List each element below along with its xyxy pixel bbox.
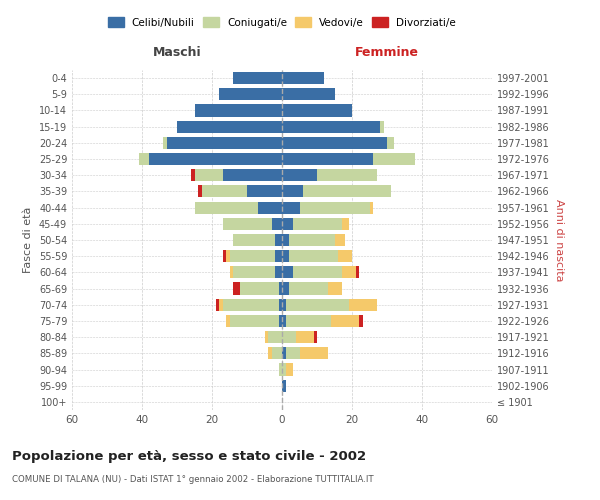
Bar (349, 298, 377, 311)
Bar (282, 88, 335, 101)
Bar (257, 202, 282, 213)
Bar (303, 186, 391, 198)
Bar (278, 298, 282, 311)
Bar (370, 202, 373, 213)
Bar (282, 120, 380, 132)
Y-axis label: Anni di nascita: Anni di nascita (554, 198, 563, 281)
Bar (202, 186, 247, 198)
Bar (194, 202, 257, 213)
Bar (282, 186, 303, 198)
Bar (233, 72, 282, 84)
Bar (282, 104, 352, 117)
Bar (282, 266, 293, 278)
Bar (293, 266, 341, 278)
Bar (282, 234, 289, 246)
Bar (282, 298, 286, 311)
Bar (331, 315, 359, 327)
Bar (265, 331, 268, 343)
Bar (282, 282, 289, 294)
Bar (293, 218, 341, 230)
Bar (341, 266, 355, 278)
Text: Maschi: Maschi (152, 46, 202, 59)
Text: Popolazione per età, sesso e stato civile - 2002: Popolazione per età, sesso e stato civil… (12, 450, 366, 463)
Bar (289, 250, 338, 262)
Bar (335, 234, 345, 246)
Bar (328, 282, 341, 294)
Bar (271, 348, 282, 360)
Bar (282, 218, 293, 230)
Bar (194, 104, 282, 117)
Bar (299, 348, 328, 360)
Bar (282, 315, 286, 327)
Bar (314, 331, 317, 343)
Bar (233, 266, 275, 278)
Bar (387, 137, 394, 149)
Bar (355, 266, 359, 278)
Bar (219, 298, 223, 311)
Bar (286, 364, 293, 376)
Bar (317, 169, 377, 181)
Bar (149, 153, 282, 165)
Bar (282, 169, 317, 181)
Bar (198, 186, 202, 198)
Bar (296, 331, 314, 343)
Bar (278, 315, 282, 327)
Bar (278, 282, 282, 294)
Bar (299, 202, 370, 213)
Legend: Celibi/Nubili, Coniugati/e, Vedovi/e, Divorziati/e: Celibi/Nubili, Coniugati/e, Vedovi/e, Di… (108, 18, 456, 28)
Bar (223, 218, 271, 230)
Bar (341, 218, 349, 230)
Bar (194, 169, 223, 181)
Bar (215, 298, 219, 311)
Bar (233, 234, 275, 246)
Bar (275, 250, 282, 262)
Bar (275, 266, 282, 278)
Bar (282, 331, 296, 343)
Bar (282, 153, 373, 165)
Text: COMUNE DI TALANA (NU) - Dati ISTAT 1° gennaio 2002 - Elaborazione TUTTITALIA.IT: COMUNE DI TALANA (NU) - Dati ISTAT 1° ge… (12, 475, 374, 484)
Bar (286, 315, 331, 327)
Bar (271, 218, 282, 230)
Bar (275, 234, 282, 246)
Bar (338, 250, 352, 262)
Bar (373, 153, 415, 165)
Bar (219, 88, 282, 101)
Bar (282, 364, 286, 376)
Bar (268, 348, 271, 360)
Bar (289, 282, 328, 294)
Bar (226, 315, 229, 327)
Bar (167, 137, 282, 149)
Text: Femmine: Femmine (355, 46, 419, 59)
Bar (163, 137, 167, 149)
Bar (229, 266, 233, 278)
Bar (223, 250, 226, 262)
Bar (240, 282, 278, 294)
Bar (282, 348, 286, 360)
Bar (268, 331, 282, 343)
Bar (282, 202, 299, 213)
Bar (286, 348, 299, 360)
Bar (282, 250, 289, 262)
Bar (229, 315, 278, 327)
Y-axis label: Fasce di età: Fasce di età (23, 207, 33, 273)
Bar (286, 298, 349, 311)
Bar (380, 120, 383, 132)
Bar (223, 298, 278, 311)
Bar (282, 380, 286, 392)
Bar (177, 120, 282, 132)
Bar (278, 364, 282, 376)
Bar (139, 153, 149, 165)
Bar (282, 72, 324, 84)
Bar (233, 282, 240, 294)
Bar (247, 186, 282, 198)
Bar (223, 169, 282, 181)
Bar (229, 250, 275, 262)
Bar (359, 315, 362, 327)
Bar (226, 250, 229, 262)
Bar (289, 234, 335, 246)
Bar (191, 169, 194, 181)
Bar (282, 137, 387, 149)
